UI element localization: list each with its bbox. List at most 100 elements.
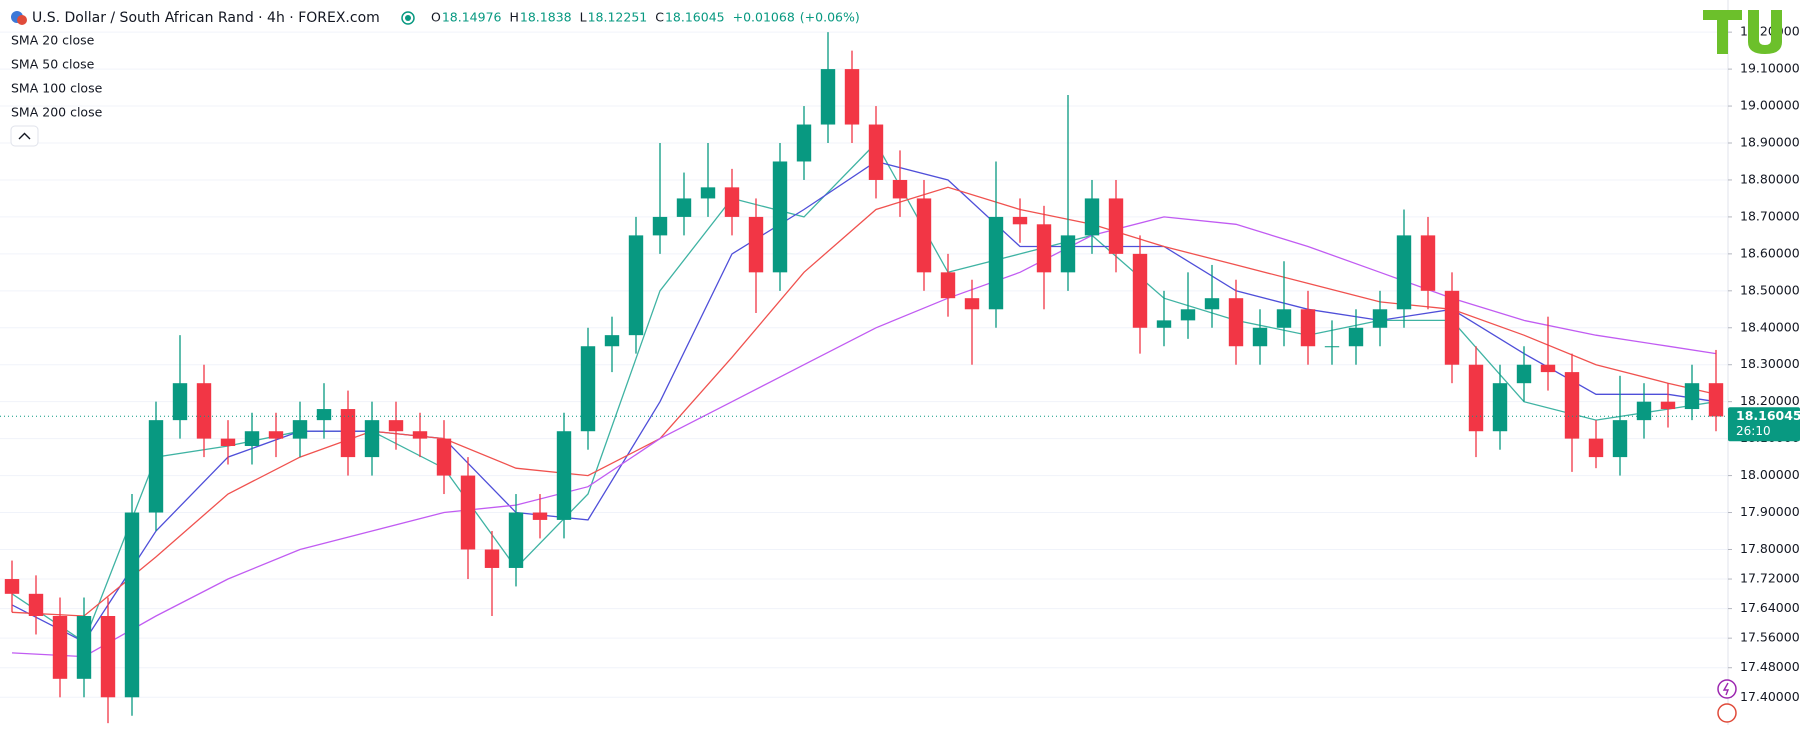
market-status (401, 11, 415, 25)
candle-body (844, 69, 860, 125)
candle-body (1180, 309, 1196, 321)
candle-body (1684, 383, 1700, 410)
candle-body (244, 431, 260, 447)
candle-body (1468, 364, 1484, 432)
candle-body (508, 512, 524, 568)
candle-body (1228, 298, 1244, 347)
candle-body (1540, 364, 1556, 373)
candle-body (76, 615, 92, 679)
candle-body (676, 198, 692, 217)
candle-body (556, 431, 572, 520)
candle-body (820, 69, 836, 125)
candle-body (1132, 253, 1148, 328)
candle-body (1036, 224, 1052, 273)
ohlc-value: 18.16045 (665, 10, 725, 25)
candle-body (412, 431, 428, 439)
y-tick-label: 17.80000 (1740, 541, 1800, 556)
collapse-button[interactable] (10, 125, 39, 147)
side-icons[interactable] (1717, 679, 1737, 723)
candle-body (172, 383, 188, 421)
logo (1703, 10, 1782, 54)
candles (4, 32, 1724, 724)
candle-body (532, 512, 548, 520)
candle-body (436, 438, 452, 476)
candle-body (340, 409, 356, 458)
candle-body (460, 475, 476, 550)
candle-body (1588, 438, 1604, 458)
change-pct: (+0.06%) (800, 10, 860, 25)
candle-body (148, 420, 164, 513)
candle-body (892, 179, 908, 199)
candle-body (1060, 235, 1076, 273)
ohlc-value: 18.12251 (588, 10, 648, 25)
candle-body (604, 335, 620, 347)
candle-body (724, 187, 740, 217)
candle-body (1516, 364, 1532, 384)
price-axis-bg (1728, 0, 1800, 725)
candle-body (196, 383, 212, 439)
sma-lines (11, 141, 1717, 658)
y-tick-label: 18.70000 (1740, 208, 1800, 223)
last-price-badge (1728, 407, 1800, 442)
candle-body (1420, 235, 1436, 291)
candle-body (1636, 401, 1652, 421)
ohlc-key: O (431, 10, 441, 25)
legend-entry: SMA 50 close (11, 57, 95, 72)
candle-body (4, 579, 20, 594)
candle-body (652, 216, 668, 236)
y-tick-label: 18.00000 (1740, 467, 1800, 482)
candle-body (484, 549, 500, 568)
candle-body (388, 420, 404, 432)
y-tick-label: 17.40000 (1740, 689, 1800, 704)
candle-body (1372, 309, 1388, 328)
market-status-dot (405, 15, 411, 21)
legend-entry: SMA 100 close (11, 81, 103, 96)
candle-body (796, 124, 812, 162)
grid (0, 31, 1728, 698)
candle-body (1012, 216, 1028, 225)
candle-body (988, 216, 1004, 310)
y-tick-label: 18.20000 (1740, 393, 1800, 408)
y-tick-label: 18.40000 (1740, 319, 1800, 334)
candle-body (100, 615, 116, 698)
candle-body (916, 198, 932, 273)
ohlc-key: L (580, 10, 587, 25)
candle-body (700, 187, 716, 199)
last-price-label: 18.16045 (1736, 408, 1800, 423)
candle-body (1348, 327, 1364, 347)
y-tick-label: 17.90000 (1740, 504, 1800, 519)
candle-body (1492, 383, 1508, 432)
candle-body (1612, 420, 1628, 458)
candle-body (580, 346, 596, 432)
y-tick-label: 18.80000 (1740, 171, 1800, 186)
legend-entry: SMA 20 close (11, 33, 95, 48)
candle-body (124, 512, 140, 698)
sma-line (11, 141, 1717, 643)
y-tick-label: 17.64000 (1740, 600, 1800, 615)
candle-body (1156, 320, 1172, 328)
candle-body (1324, 346, 1340, 348)
y-tick-label: 18.30000 (1740, 356, 1800, 371)
candle-body (1660, 401, 1676, 410)
change: +0.01068 (733, 10, 795, 25)
candle-body (772, 161, 788, 273)
countdown: 26:10 (1736, 424, 1771, 438)
y-tick-label: 17.48000 (1740, 659, 1800, 674)
y-tick-label: 19.10000 (1740, 61, 1800, 76)
candle-body (1204, 298, 1220, 310)
candle-body (940, 272, 956, 299)
sma-line (11, 216, 1717, 658)
price-axis: 19.2000019.1000019.0000018.9000018.80000… (1728, 24, 1800, 704)
candle-body (1444, 290, 1460, 365)
y-tick-label: 17.56000 (1740, 630, 1800, 645)
candle-body (628, 235, 644, 336)
symbol-title: U.S. Dollar / South African Rand · 4h · … (32, 10, 380, 26)
candle-body (316, 409, 332, 421)
ohlc-row: O 18.14976 H 18.1838 L 18.12251 C 18.16045 +0.01… (431, 10, 860, 25)
candle-body (1564, 372, 1580, 439)
candle-body (1276, 309, 1292, 328)
legend: SMA 20 close SMA 50 close SMA 100 close SMA… (11, 33, 103, 120)
